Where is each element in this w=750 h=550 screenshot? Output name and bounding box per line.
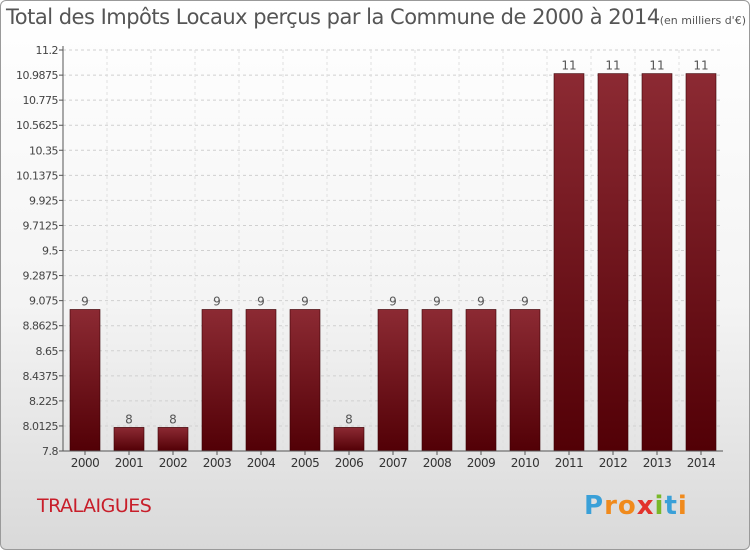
bar-value-label: 9 — [521, 294, 529, 308]
x-tick-label: 2003 — [203, 456, 232, 470]
x-tick-label: 2011 — [555, 456, 584, 470]
x-tick-label: 2006 — [335, 456, 364, 470]
bars: 9 8 8 9 9 9 8 9 9 9 9 11 11 11 11 — [69, 59, 717, 452]
y-tick-label: 9.5 — [42, 245, 58, 258]
x-tick-label: 2010 — [511, 456, 540, 470]
commune-name: TRALAIGUES — [37, 495, 152, 517]
bar-2006 — [333, 427, 365, 452]
bar-2009 — [465, 309, 497, 452]
title-unit: (en milliers d'€) — [659, 14, 746, 27]
y-tick-label: 10.35 — [29, 144, 58, 157]
bar-value-label: 9 — [433, 294, 441, 308]
x-tick-label: 2005 — [291, 456, 320, 470]
bar-value-label: 11 — [605, 59, 620, 73]
x-tick-label: 2009 — [467, 456, 496, 470]
bar-2014 — [685, 73, 717, 452]
bar-2002 — [157, 427, 189, 452]
bar-2000 — [69, 309, 101, 452]
x-tick-label: 2007 — [379, 456, 408, 470]
logo-letter: P — [584, 491, 605, 521]
logo-letter: o — [617, 491, 637, 521]
y-tick-label: 11.2 — [36, 44, 59, 57]
bar-value-label: 8 — [125, 412, 133, 426]
bar-2012 — [597, 73, 629, 452]
bar-2004 — [245, 309, 277, 452]
y-tick-label: 8.0125 — [23, 420, 59, 433]
bar-value-label: 9 — [213, 294, 221, 308]
y-tick-label: 9.075 — [29, 295, 58, 308]
bar-2003 — [201, 309, 233, 452]
proxiti-logo: Proxiti — [584, 491, 688, 521]
y-tick-label: 10.1375 — [16, 169, 58, 182]
x-tick-label: 2008 — [423, 456, 452, 470]
bar-value-label: 11 — [693, 59, 708, 73]
logo-letter: r — [604, 491, 618, 521]
x-tick-label: 2014 — [687, 456, 716, 470]
bar-value-label: 11 — [561, 59, 576, 73]
x-tick-label: 2000 — [71, 456, 100, 470]
x-tick-label: 2013 — [643, 456, 672, 470]
y-tick-label: 8.8625 — [23, 320, 59, 333]
bar-value-label: 11 — [649, 59, 664, 73]
bar-2007 — [377, 309, 409, 452]
axes: 11.2 10.9875 10.775 10.5625 10.35 10.1375 9.92… — [16, 44, 723, 470]
logo-letter: i — [654, 491, 665, 521]
bar-value-label: 8 — [169, 412, 177, 426]
y-tick-label: 7.8 — [42, 445, 58, 458]
bar-value-label: 9 — [389, 294, 397, 308]
x-tick-label: 2001 — [115, 456, 144, 470]
y-tick-label: 10.5625 — [16, 119, 58, 132]
bar-2010 — [509, 309, 541, 452]
y-tick-label: 8.4375 — [23, 370, 59, 383]
y-tick-label: 9.925 — [29, 194, 58, 207]
y-tick-label: 8.65 — [36, 345, 59, 358]
x-tick-label: 2004 — [247, 456, 276, 470]
chart-title: Total des Impôts Locaux perçus par la Co… — [1, 5, 749, 29]
x-tick-label: 2002 — [159, 456, 188, 470]
bar-2011 — [553, 73, 585, 452]
bar-2008 — [421, 309, 453, 452]
bar-2005 — [289, 309, 321, 452]
bar-value-label: 9 — [477, 294, 485, 308]
x-tick-label: 2012 — [599, 456, 628, 470]
bar-value-label: 9 — [81, 294, 89, 308]
y-tick-label: 8.225 — [29, 395, 58, 408]
logo-letter: i — [677, 491, 688, 521]
bar-2001 — [113, 427, 145, 452]
bar-value-label: 9 — [257, 294, 265, 308]
y-tick-label: 10.9875 — [16, 69, 58, 82]
title-text: Total des Impôts Locaux perçus par la Co… — [5, 5, 660, 29]
y-tick-label: 9.2875 — [23, 270, 59, 283]
y-tick-label: 10.775 — [23, 94, 59, 107]
bar-value-label: 9 — [301, 294, 309, 308]
bar-2013 — [641, 73, 673, 452]
logo-letter: t — [664, 491, 678, 521]
bar-value-label: 8 — [345, 412, 353, 426]
logo-letter: x — [636, 491, 655, 521]
y-tick-label: 9.7125 — [23, 219, 59, 232]
